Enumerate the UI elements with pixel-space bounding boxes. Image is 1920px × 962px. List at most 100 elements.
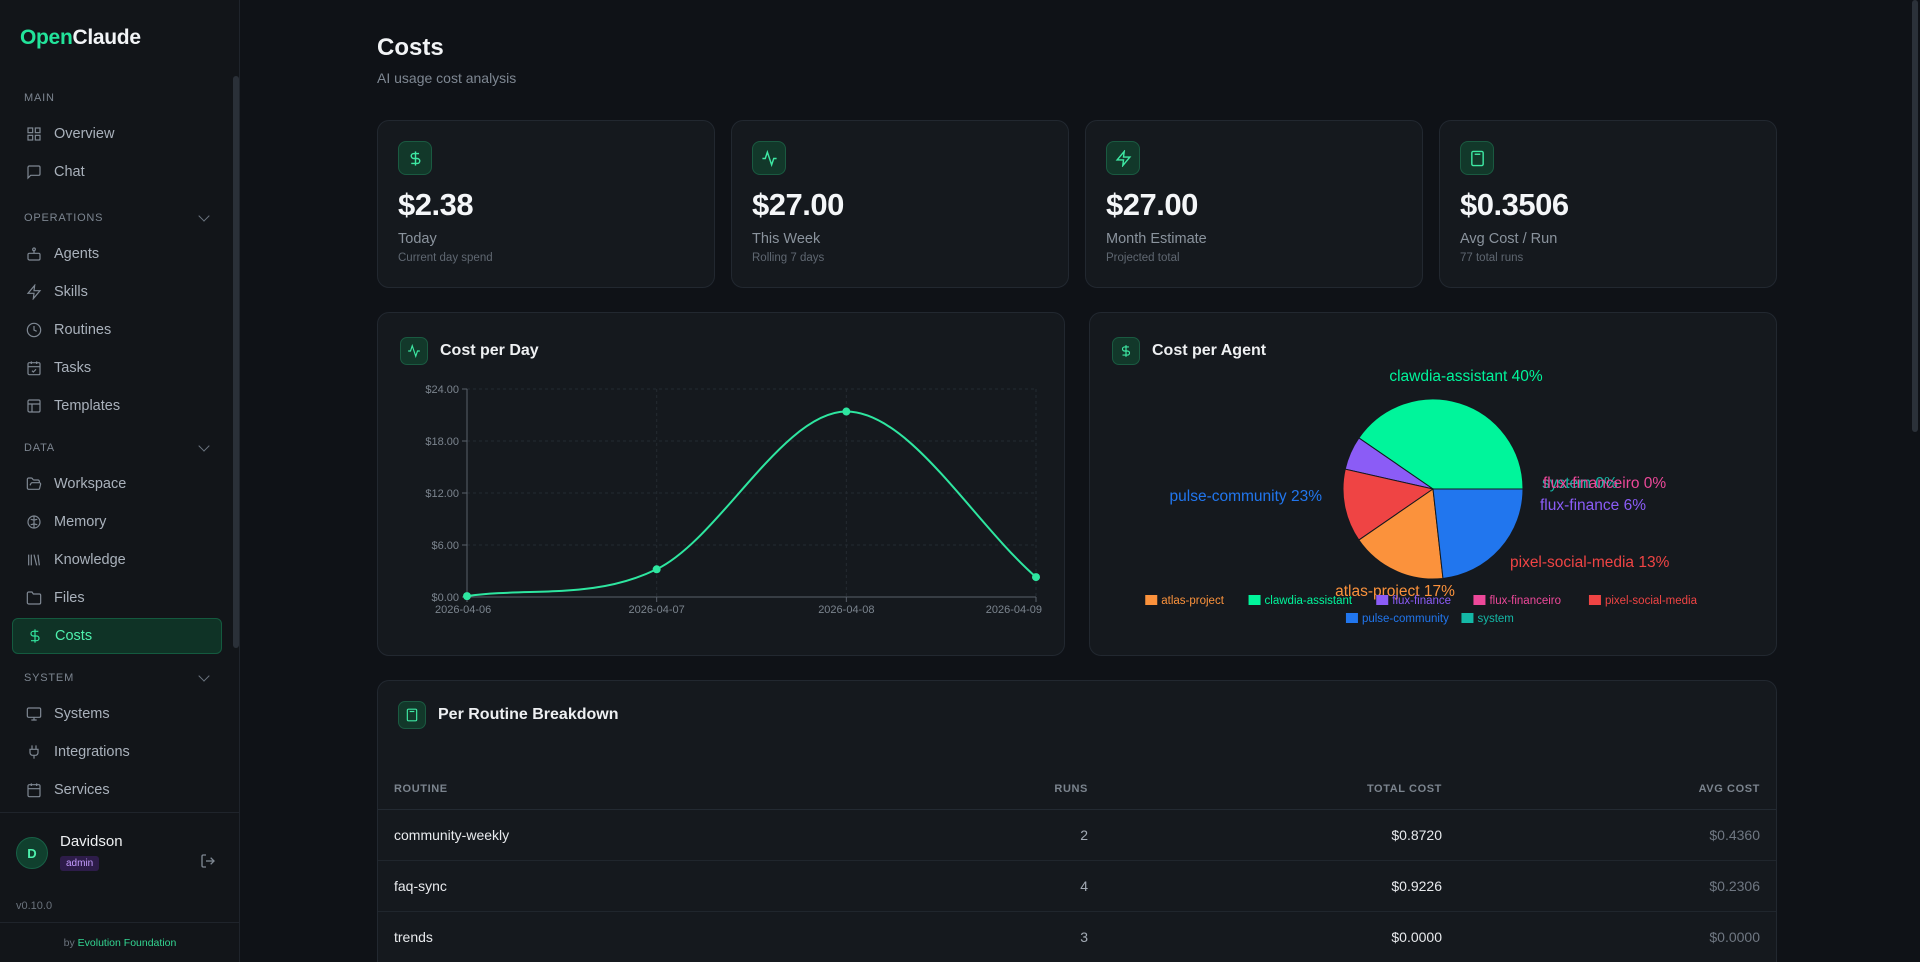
pie-label-clawdia-assistant: clawdia-assistant 40% — [1389, 368, 1543, 385]
pie-label-atlas-project: atlas-project 17% — [1335, 583, 1455, 600]
sidebar-item-agents[interactable]: Agents — [12, 236, 222, 272]
stat-card-today: $2.38 Today Current day spend — [377, 120, 715, 288]
brand-logo[interactable]: OpenClaude — [20, 26, 141, 50]
y-tick-label: $24.00 — [425, 384, 459, 396]
section-header-system[interactable]: SYSTEM — [0, 660, 240, 696]
table-row[interactable]: community-weekly 2 $0.8720 $0.4360 — [378, 809, 1776, 861]
avatar[interactable]: D — [16, 837, 48, 869]
brand-logo-part1: Open — [20, 26, 73, 49]
sidebar-item-label: Systems — [54, 706, 110, 722]
panel-title: Cost per Agent — [1152, 342, 1267, 359]
stat-label: Today — [398, 231, 437, 247]
sidebar-item-workspace[interactable]: Workspace — [12, 466, 222, 502]
routine-name: faq-sync — [378, 860, 808, 912]
stat-value: $27.00 — [1106, 187, 1198, 222]
column-header-total-cost[interactable]: TOTAL COST — [1088, 769, 1442, 810]
sidebar-item-memory[interactable]: Memory — [12, 504, 222, 540]
data-point[interactable] — [652, 565, 661, 574]
section-header-data[interactable]: DATA — [0, 430, 240, 466]
sidebar-item-label: Agents — [54, 246, 100, 262]
table-row[interactable]: trends 3 $0.0000 $0.0000 — [378, 911, 1776, 962]
column-header-avg-cost[interactable]: AVG COST — [1442, 769, 1776, 810]
pie-slice-pulse-community[interactable] — [1432, 488, 1524, 579]
stat-value: $0.3506 — [1460, 187, 1569, 222]
runs-count: 3 — [808, 911, 1088, 962]
sidebar-item-services[interactable]: Services — [12, 772, 222, 808]
legend-label-clawdia-assistant[interactable]: clawdia-assistant — [1265, 595, 1353, 607]
sidebar-item-label: Integrations — [54, 744, 130, 760]
section-header-operations[interactable]: OPERATIONS — [0, 200, 240, 236]
sidebar-item-templates[interactable]: Templates — [12, 388, 222, 424]
activity-icon — [752, 141, 786, 175]
sidebar-item-knowledge[interactable]: Knowledge — [12, 542, 222, 578]
legend-label-atlas-project[interactable]: atlas-project — [1161, 595, 1224, 607]
avg-cost: $0.2306 — [1442, 860, 1776, 912]
footer-by-text: by — [63, 937, 75, 949]
pie-slice-clawdia-assistant[interactable] — [1358, 398, 1524, 490]
page-subtitle: AI usage cost analysis — [377, 70, 517, 86]
sidebar-item-label: Services — [54, 782, 110, 798]
pie-slice-pixel-social-media[interactable] — [1342, 468, 1435, 541]
stat-label: This Week — [752, 231, 821, 247]
legend-swatch-clawdia-assistant — [1248, 595, 1261, 605]
sidebar-item-label: Skills — [54, 284, 88, 300]
y-tick-label: $0.00 — [431, 592, 459, 604]
evolution-foundation-link[interactable]: Evolution Foundation — [77, 937, 177, 949]
section-title: DATA — [24, 442, 55, 454]
sidebar-item-files[interactable]: Files — [12, 580, 222, 616]
page-scrollbar[interactable] — [1912, 0, 1918, 432]
chevron-down-icon[interactable] — [198, 670, 210, 682]
section-title: MAIN — [24, 92, 55, 104]
library-icon — [28, 554, 40, 566]
sidebar-scrollbar[interactable] — [233, 76, 239, 648]
brain-icon — [27, 515, 41, 529]
user-name: Davidson — [60, 833, 123, 850]
activity-icon — [400, 337, 428, 365]
stat-label: Month Estimate — [1106, 231, 1207, 247]
sidebar: OpenClaude MAIN Overview Chat OPERATIONS Age… — [0, 0, 240, 962]
sidebar-item-integrations[interactable]: Integrations — [12, 734, 222, 770]
table-row[interactable]: faq-sync 4 $0.9226 $0.2306 — [378, 860, 1776, 912]
legend-label-system[interactable]: system — [1477, 613, 1513, 625]
sidebar-item-label: Tasks — [54, 360, 92, 376]
sidebar-item-label: Chat — [54, 164, 85, 180]
role-badge: admin — [60, 856, 100, 871]
stat-sublabel: Rolling 7 days — [752, 252, 825, 264]
folder-open-icon — [26, 477, 42, 490]
pie-label-pixel-social-media: pixel-social-media 13% — [1510, 554, 1670, 571]
sidebar-item-label: Memory — [54, 514, 107, 530]
chevron-down-icon[interactable] — [198, 210, 210, 222]
plug-icon — [29, 745, 39, 759]
pie-slice-atlas-project[interactable] — [1358, 488, 1444, 580]
legend-label-pixel-social-media[interactable]: pixel-social-media — [1605, 595, 1698, 607]
avg-cost: $0.0000 — [1442, 911, 1776, 962]
logout-icon[interactable] — [200, 853, 216, 869]
total-cost: $0.9226 — [1088, 860, 1442, 912]
legend-swatch-system — [1461, 613, 1474, 623]
runs-count: 2 — [808, 809, 1088, 861]
data-point[interactable] — [842, 407, 851, 416]
legend-label-flux-financeiro[interactable]: flux-financeiro — [1489, 595, 1561, 607]
avg-cost: $0.4360 — [1442, 809, 1776, 861]
legend-label-pulse-community[interactable]: pulse-community — [1362, 613, 1449, 625]
data-point[interactable] — [463, 592, 471, 601]
sidebar-item-costs[interactable]: Costs — [12, 618, 222, 654]
runs-count: 4 — [808, 860, 1088, 912]
sidebar-item-tasks[interactable]: Tasks — [12, 350, 222, 386]
monitor-icon — [26, 707, 42, 721]
data-point[interactable] — [1032, 573, 1040, 582]
legend-swatch-flux-finance — [1376, 595, 1389, 605]
chevron-down-icon[interactable] — [198, 440, 210, 452]
column-header-runs[interactable]: RUNS — [808, 769, 1088, 810]
legend-label-flux-finance[interactable]: flux-finance — [1392, 595, 1451, 607]
sidebar-item-routines[interactable]: Routines — [12, 312, 222, 348]
sidebar-item-skills[interactable]: Skills — [12, 274, 222, 310]
total-cost: $0.8720 — [1088, 809, 1442, 861]
sidebar-item-chat[interactable]: Chat — [12, 154, 222, 190]
sidebar-item-systems[interactable]: Systems — [12, 696, 222, 732]
legend-swatch-atlas-project — [1145, 595, 1158, 605]
clock-icon — [26, 322, 42, 338]
sidebar-item-overview[interactable]: Overview — [12, 116, 222, 152]
column-header-routine[interactable]: ROUTINE — [378, 769, 808, 810]
x-tick-label: 2026-04-09 — [986, 604, 1042, 616]
